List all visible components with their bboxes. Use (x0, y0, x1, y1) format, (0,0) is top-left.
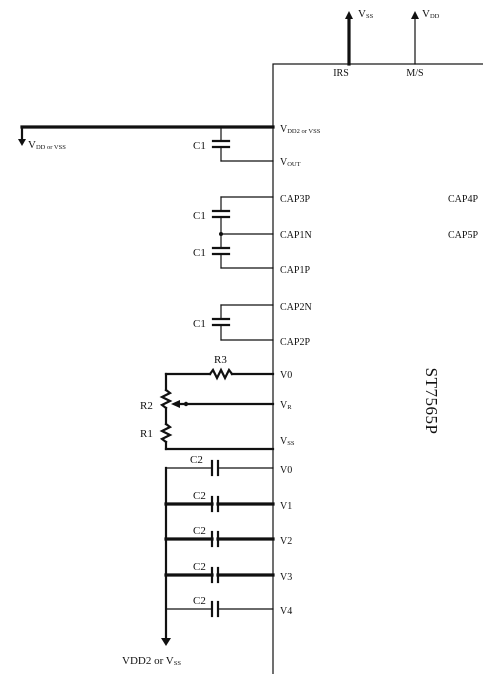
c2-bank: C2 C2 C2 C2 C2 VDD2 or VSS (122, 454, 275, 667)
pin-cap2n: CAP2N (280, 302, 312, 313)
bottom-supply-sub: SS (174, 660, 182, 667)
svg-text:VSS: VSS (358, 8, 374, 20)
pin-cap2p: CAP2P (280, 337, 310, 348)
top-vdd-sub: DD (430, 13, 440, 20)
capacitor-c1-cap2: C1 (193, 304, 274, 341)
c2-label-5: C2 (193, 595, 206, 607)
left-rail-main: V (28, 139, 36, 151)
c2-label-2: C2 (193, 490, 206, 502)
svg-text:VDD or VSS: VDD or VSS (28, 139, 66, 151)
pin-cap4p: CAP4P (448, 194, 478, 205)
c1-label-2: C1 (193, 210, 206, 222)
pin-cap5p: CAP5P (448, 230, 478, 241)
r1-label: R1 (140, 428, 153, 440)
pin-vr: VR (280, 400, 292, 411)
top-vdd-supply: VDD (411, 8, 440, 65)
pin-v0-top: V0 (280, 370, 292, 381)
chip-name: ST7565P (422, 368, 441, 435)
top-vss-main: V (358, 8, 366, 20)
vdd-rail: VDD or VSS (18, 125, 275, 151)
top-vss-sub: SS (366, 13, 374, 20)
top-vdd-main: V (422, 8, 430, 20)
svg-text:VDD: VDD (422, 8, 440, 20)
resistor-network: R3 R2 R1 (140, 354, 275, 451)
top-vss-supply: VSS (345, 8, 374, 66)
c1-label-3: C1 (193, 247, 206, 259)
pin-cap1p: CAP1P (280, 265, 310, 276)
pin-ms: M/S (406, 68, 423, 79)
capacitor-c1-cap3p-cap1n: C1 (193, 196, 274, 236)
pin-vdd2-vss: VDD2 or VSS (280, 124, 321, 135)
chip-body (272, 63, 483, 674)
capacitor-c1-vout: C1 (193, 126, 274, 162)
pin-cap1n: CAP1N (280, 230, 312, 241)
r2-label: R2 (140, 400, 153, 412)
c2-label-3: C2 (193, 525, 206, 537)
c2-label-4: C2 (193, 561, 206, 573)
svg-text:VDD2 or VSS: VDD2 or VSS (122, 655, 181, 667)
pin-v1: V1 (280, 501, 292, 512)
pin-v3: V3 (280, 572, 292, 583)
pin-vss: VSS (280, 436, 295, 447)
pin-v2: V2 (280, 536, 292, 547)
pin-vout: VOUT (280, 157, 301, 168)
pin-irs: IRS (333, 68, 349, 79)
left-rail-sub: DD or VSS (36, 144, 66, 151)
r3-label: R3 (214, 354, 227, 366)
capacitor-c1-cap1n-cap1p: C1 (193, 233, 274, 269)
pin-v4: V4 (280, 606, 292, 617)
pin-v0: V0 (280, 465, 292, 476)
c1-label-1: C1 (193, 140, 206, 152)
bottom-supply-main: VDD2 or V (122, 655, 174, 667)
c2-label-1: C2 (190, 454, 203, 466)
pin-cap3p: CAP3P (280, 194, 310, 205)
c1-label-4: C1 (193, 318, 206, 330)
